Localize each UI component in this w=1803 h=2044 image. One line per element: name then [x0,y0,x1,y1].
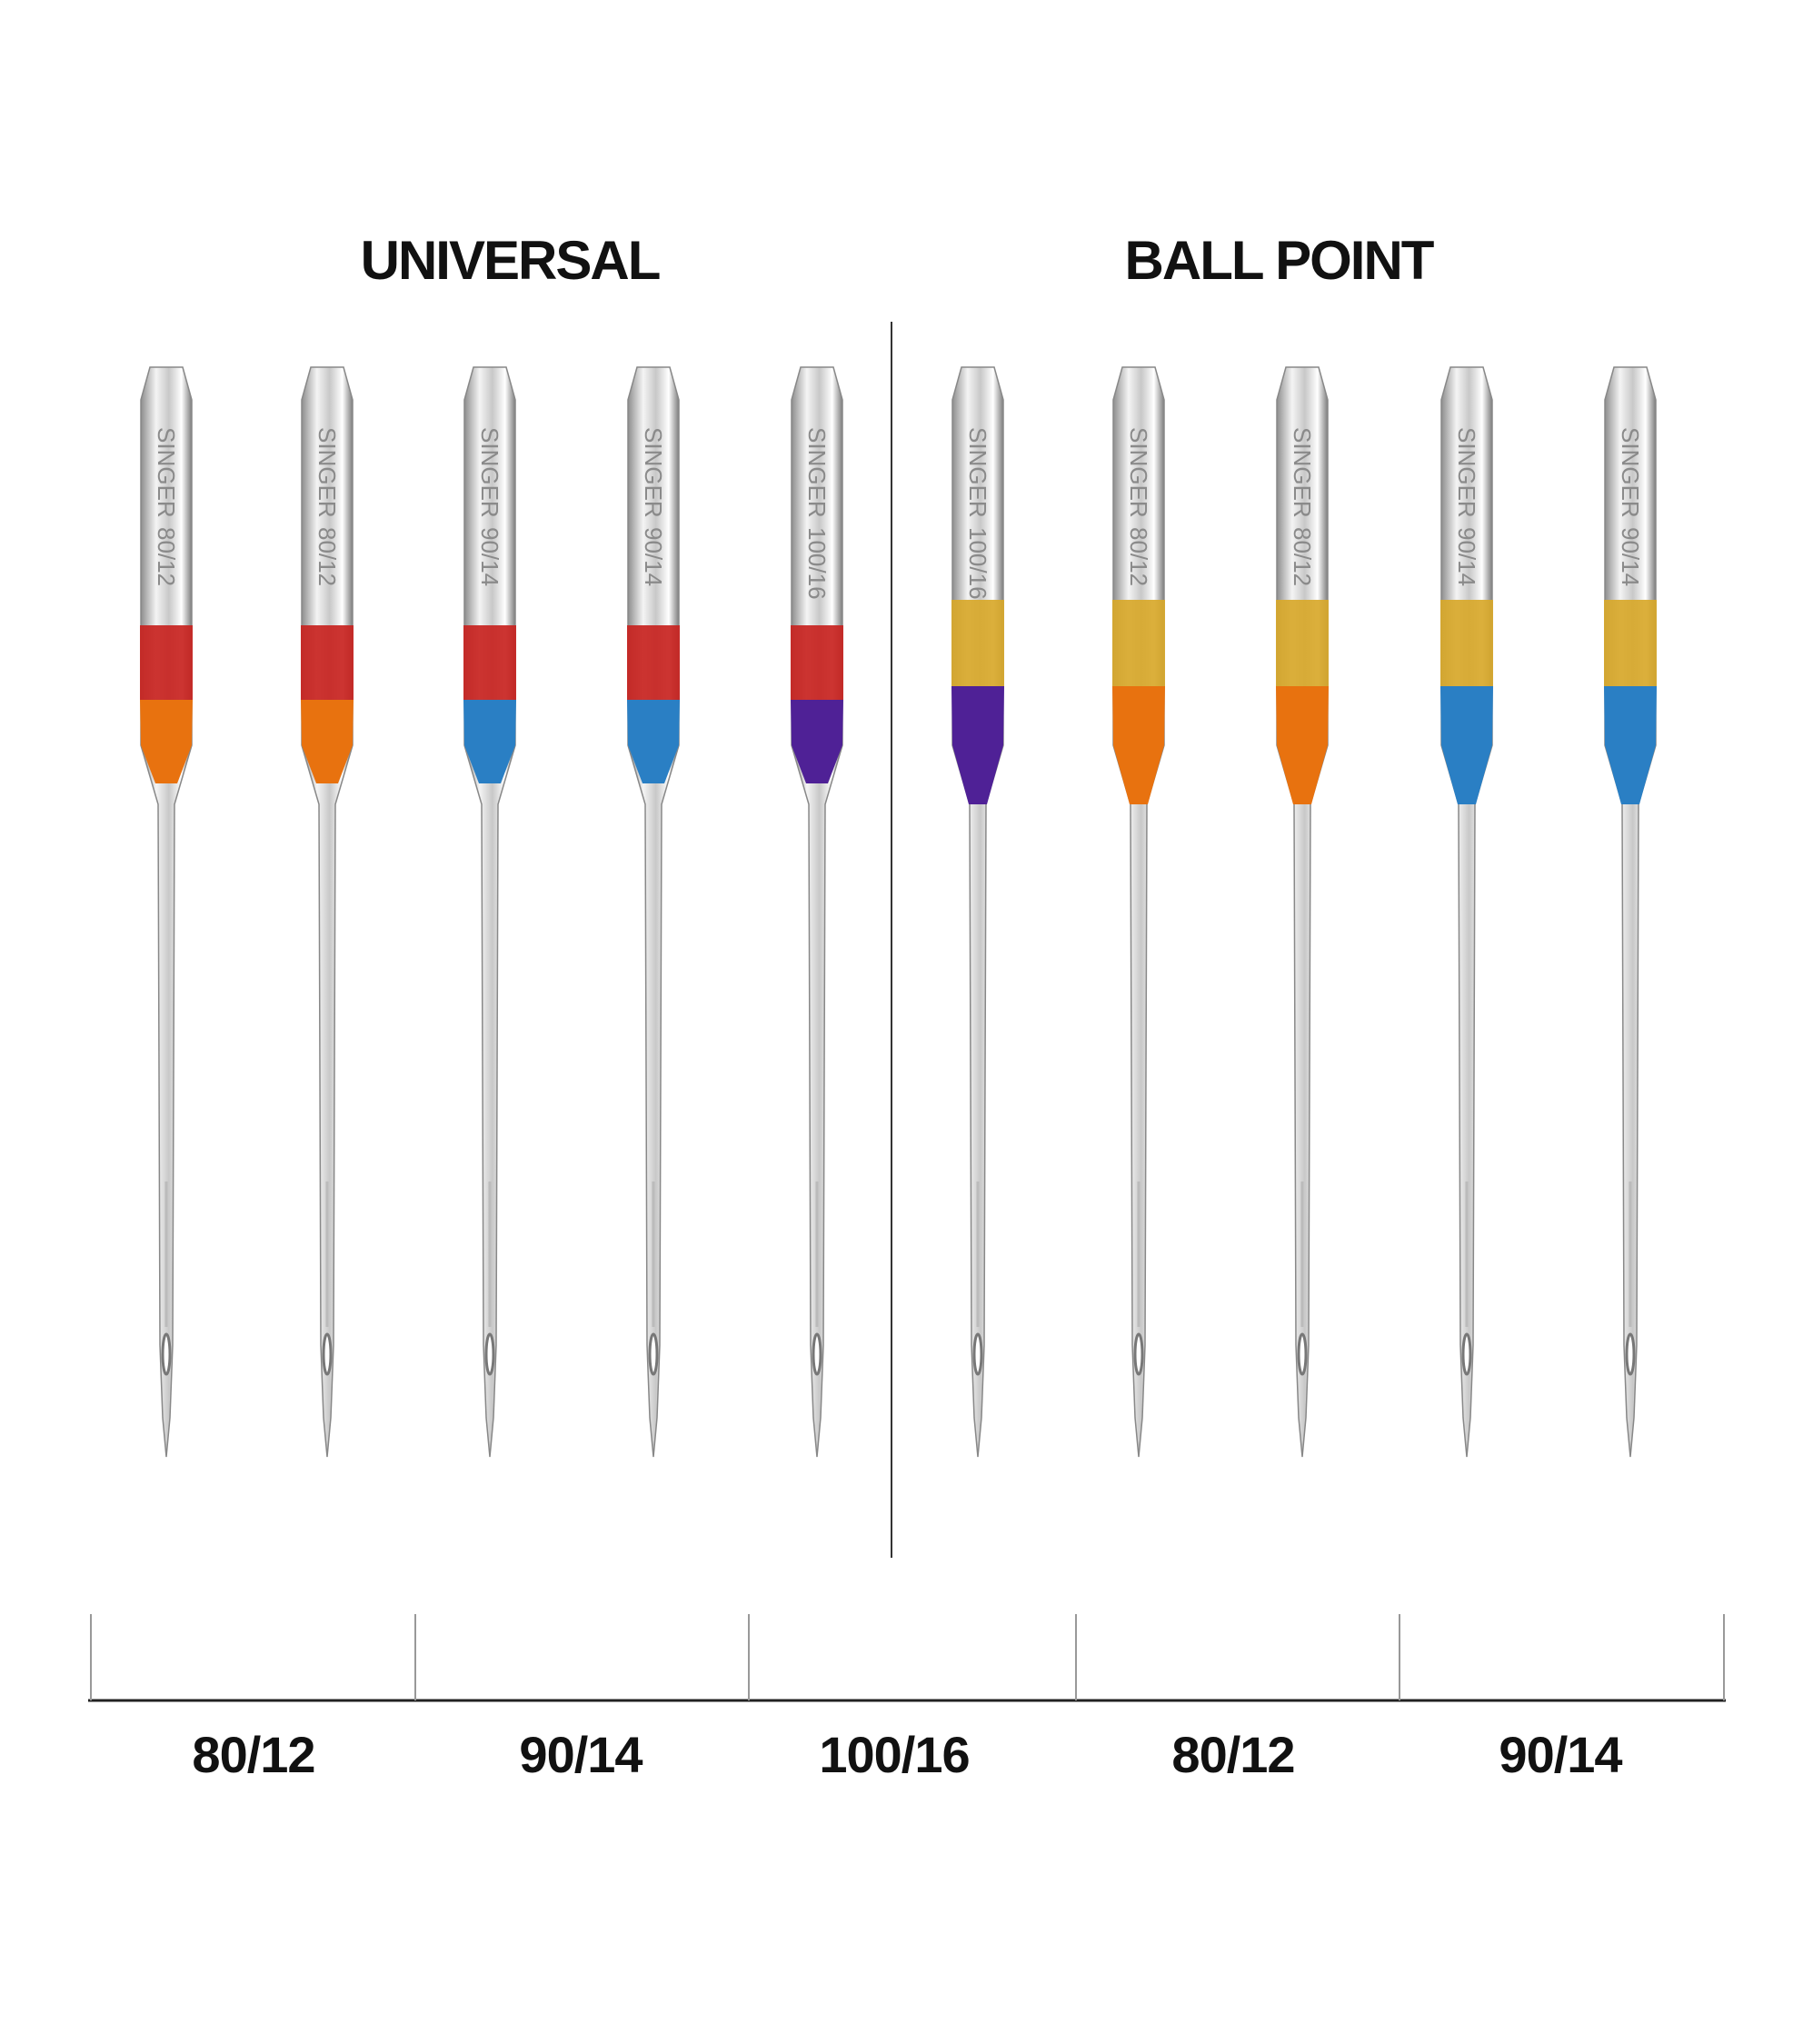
size-label: 80/12 [192,1726,314,1783]
color-band [463,625,516,700]
eye [648,1332,659,1376]
color-band [951,600,1004,686]
color-band [301,700,354,783]
engraving: SINGER [1289,427,1316,518]
color-band [791,625,843,700]
color-band [1604,600,1657,686]
needle: SINGER 90/14 [463,366,516,1458]
engraving: SINGER [640,427,667,518]
size-label: 90/14 [519,1726,643,1783]
engraving: SINGER [964,427,991,518]
size-label: 90/14 [1499,1726,1622,1783]
needle: SINGER 80/12 [301,366,354,1458]
color-band [140,625,193,700]
color-band [1112,686,1165,804]
heading: BALL POINT [1125,230,1434,291]
color-band [301,625,354,700]
engraving: 80/12 [153,527,180,586]
engraving: 100/16 [964,527,991,600]
color-band [951,686,1004,804]
eye [1133,1332,1144,1376]
needle: SINGER 100/16 [791,366,843,1458]
needle: SINGER 90/14 [627,366,680,1458]
engraving: 90/14 [476,527,503,586]
eye [161,1332,172,1376]
eye [1461,1332,1472,1376]
engraving: 80/12 [1289,527,1316,586]
engraving: 80/12 [1125,527,1152,586]
engraving: 90/14 [1453,527,1480,586]
eye [972,1332,983,1376]
engraving: SINGER [314,427,341,518]
needle: SINGER 80/12 [1276,366,1329,1458]
color-band [1276,600,1329,686]
color-band [1604,686,1657,804]
eye [484,1332,495,1376]
engraving: 90/14 [1617,527,1644,586]
color-band [1276,686,1329,804]
engraving: SINGER [476,427,503,518]
engraving: 80/12 [314,527,341,586]
needle: SINGER 100/16 [951,366,1004,1458]
color-band [463,700,516,783]
engraving: SINGER [1453,427,1480,518]
engraving: SINGER [1125,427,1152,518]
eye [322,1332,333,1376]
color-band [627,700,680,783]
needle: SINGER 80/12 [140,366,193,1458]
color-band [627,625,680,700]
engraving: 100/16 [803,527,831,600]
color-band [140,700,193,783]
needle: SINGER 90/14 [1440,366,1493,1458]
engraving: SINGER [803,427,831,518]
size-axis: 80/12 90/14 100/16 80/12 90/14 [88,1614,1726,1783]
eye [812,1332,822,1376]
color-band [1440,600,1493,686]
needle: SINGER 80/12 [1112,366,1165,1458]
engraving: SINGER [1617,427,1644,518]
color-band [1440,686,1493,804]
color-band [791,700,843,783]
size-label: 100/16 [819,1726,969,1783]
needle: SINGER 90/14 [1604,366,1657,1458]
engraving: 90/14 [640,527,667,586]
eye [1297,1332,1308,1376]
size-label: 80/12 [1171,1726,1294,1783]
eye [1625,1332,1636,1376]
color-band [1112,600,1165,686]
needles: SINGER 80/12 SINGER 80/12 SINGER 90/14 SINGER 9… [140,366,1657,1458]
heading: UNIVERSAL [361,230,660,291]
engraving: SINGER [153,427,180,518]
